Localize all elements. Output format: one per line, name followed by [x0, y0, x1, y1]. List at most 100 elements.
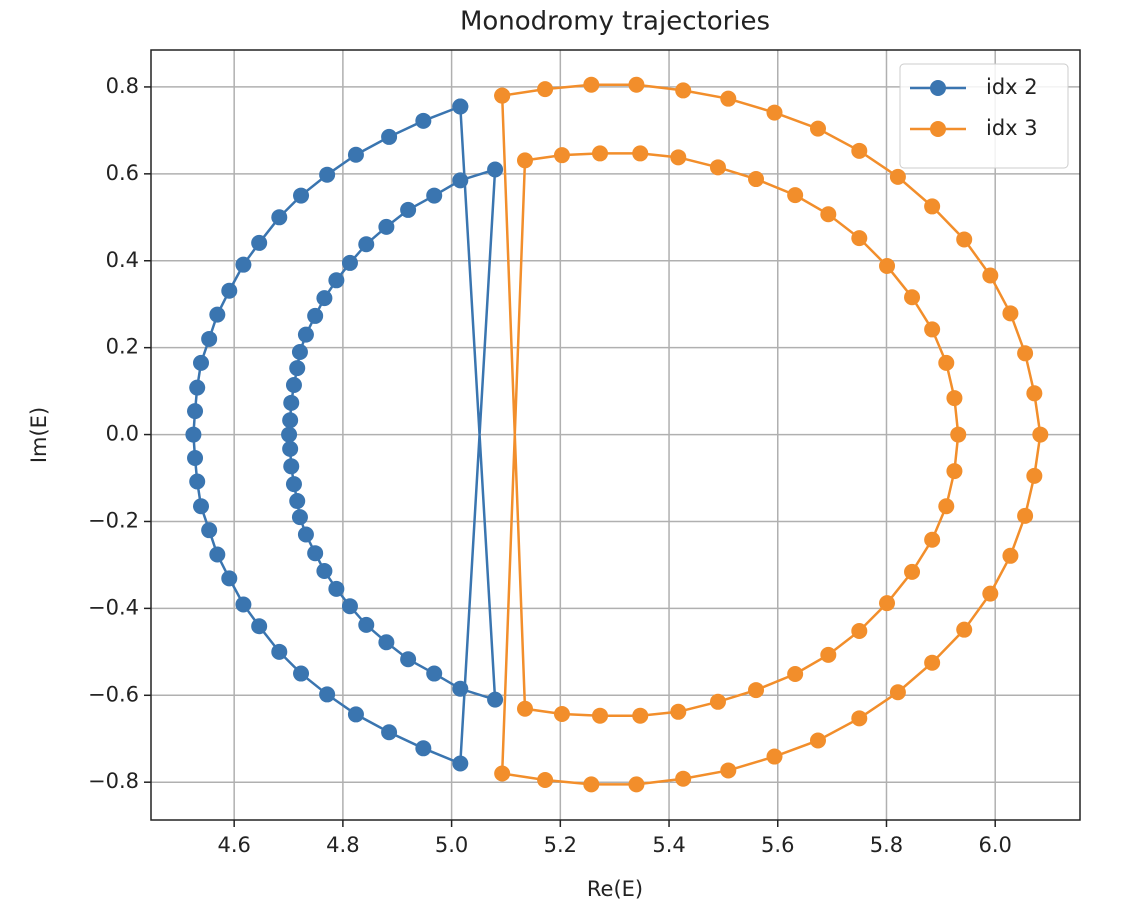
data-point — [904, 563, 921, 580]
data-point — [381, 128, 398, 145]
data-point — [675, 770, 692, 787]
data-point — [452, 98, 469, 115]
data-point — [381, 724, 398, 741]
data-point — [516, 700, 533, 717]
data-point — [289, 360, 306, 377]
y-tick-label: 0.2 — [106, 335, 139, 359]
data-point — [956, 621, 973, 638]
y-tick-label: 0.0 — [106, 422, 139, 446]
data-point — [879, 595, 896, 612]
data-point — [592, 707, 609, 724]
data-point — [632, 145, 649, 162]
data-point — [358, 236, 375, 253]
data-point — [283, 394, 300, 411]
y-tick-label: −0.8 — [88, 769, 139, 793]
data-point — [766, 104, 783, 121]
data-point — [341, 254, 358, 271]
data-point — [415, 740, 432, 757]
legend-marker — [930, 80, 946, 96]
data-point — [251, 234, 268, 251]
data-point — [235, 596, 252, 613]
data-point — [820, 206, 837, 223]
legend-label: idx 2 — [986, 75, 1038, 99]
data-point — [347, 706, 364, 723]
data-point — [293, 187, 310, 204]
data-point — [924, 654, 941, 671]
x-tick-label: 6.0 — [978, 833, 1011, 857]
data-point — [282, 440, 299, 457]
data-point — [347, 146, 364, 163]
legend: idx 2 idx 3 — [899, 63, 1069, 169]
data-point — [189, 379, 206, 396]
data-point — [415, 112, 432, 129]
y-tick-label: −0.4 — [88, 595, 139, 619]
x-tick-label: 5.8 — [870, 833, 903, 857]
data-point — [487, 691, 504, 708]
data-point — [537, 772, 554, 789]
data-point — [285, 476, 302, 493]
data-point — [209, 306, 226, 323]
data-point — [185, 426, 202, 443]
data-point — [851, 710, 868, 727]
data-point — [271, 643, 288, 660]
x-axis-label: Re(E) — [587, 877, 643, 901]
legend-box — [899, 63, 1069, 169]
data-point — [1017, 507, 1034, 524]
data-point — [297, 326, 314, 343]
data-point — [201, 330, 218, 347]
data-point — [251, 618, 268, 635]
x-tick-label: 5.0 — [435, 833, 468, 857]
data-point — [189, 473, 206, 490]
data-point — [281, 426, 298, 443]
data-point — [378, 218, 395, 235]
data-point — [494, 87, 511, 104]
data-point — [851, 622, 868, 639]
x-tick-label: 4.6 — [217, 833, 250, 857]
data-point — [879, 257, 896, 274]
data-point — [632, 707, 649, 724]
data-point — [889, 168, 906, 185]
chart-title: Monodromy trajectories — [460, 7, 770, 37]
data-point — [904, 289, 921, 306]
data-point — [209, 546, 226, 563]
data-point — [628, 776, 645, 793]
data-point — [924, 321, 941, 338]
data-point — [328, 272, 345, 289]
data-point — [307, 307, 324, 324]
y-tick-label: 0.6 — [106, 161, 139, 185]
data-point — [982, 585, 999, 602]
data-point — [271, 209, 288, 226]
data-point — [670, 703, 687, 720]
data-point — [341, 598, 358, 615]
y-axis-label: Im(E) — [27, 407, 51, 463]
data-point — [553, 705, 570, 722]
data-point — [628, 76, 645, 93]
data-point — [289, 493, 306, 510]
data-point — [889, 684, 906, 701]
data-point — [820, 646, 837, 663]
data-point — [358, 616, 375, 633]
y-tick-label: −0.2 — [88, 508, 139, 532]
data-point — [583, 776, 600, 793]
data-point — [1026, 385, 1043, 402]
plot-frame — [150, 49, 1081, 821]
data-point — [1017, 345, 1034, 362]
data-point — [291, 344, 308, 361]
data-point — [748, 682, 765, 699]
data-point — [235, 256, 252, 273]
data-point — [201, 522, 218, 539]
x-tick-label: 4.8 — [326, 833, 359, 857]
data-point — [400, 201, 417, 218]
data-point — [720, 90, 737, 107]
data-point — [283, 458, 300, 475]
data-point — [982, 267, 999, 284]
data-point — [553, 147, 570, 164]
data-point — [291, 509, 308, 526]
data-point — [924, 198, 941, 215]
data-point — [187, 450, 204, 467]
data-point — [709, 693, 726, 710]
data-point — [946, 390, 963, 407]
legend-label: idx 3 — [986, 116, 1038, 140]
data-point — [426, 665, 443, 682]
